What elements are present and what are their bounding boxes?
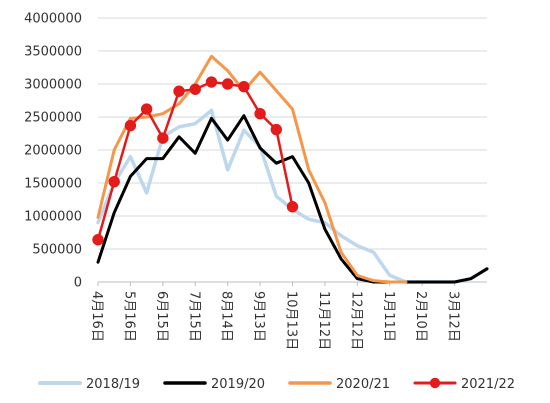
- series-2018-19: [96, 108, 489, 284]
- x-axis-ticks: 4月16日 5月16日 6月15日 7月15日 8月14日 9月13日 10月13日 11月1…: [89, 282, 461, 350]
- y-tick-label: 4000000: [24, 12, 82, 27]
- legend-marker: [429, 377, 441, 389]
- data-point: [108, 175, 120, 188]
- y-tick-label: 3500000: [24, 45, 82, 60]
- data-point: [173, 85, 185, 97]
- legend-item: 2020/21: [288, 377, 390, 392]
- y-axis-ticks: 0 500000 1000000 1500000 2000000 2500000 30000…: [24, 12, 82, 291]
- series-line: [96, 114, 489, 284]
- x-tick-label: 6月15日: [154, 291, 169, 342]
- x-tick-label: 1月11日: [381, 291, 396, 342]
- data-point: [286, 201, 299, 213]
- legend: 2018/19 2019/20 2020/21 2021/22: [38, 377, 515, 392]
- x-tick-label: 3月12日: [446, 291, 461, 342]
- y-tick-label: 1000000: [24, 210, 82, 225]
- y-tick-label: 0: [74, 276, 82, 291]
- data-point: [140, 103, 153, 115]
- legend-item: 2018/19: [38, 377, 140, 392]
- y-tick-label: 3000000: [24, 78, 82, 93]
- y-tick-label: 2000000: [24, 144, 82, 159]
- y-tick-label: 500000: [32, 243, 82, 258]
- data-point: [157, 132, 169, 144]
- gridlines: [98, 17, 487, 250]
- legend-item: 2021/22: [413, 377, 515, 392]
- series-2021-22: [92, 76, 299, 246]
- data-point: [189, 83, 201, 95]
- series-lines: [92, 54, 489, 284]
- x-tick-label: 12月12日: [348, 291, 363, 350]
- series-2019-20: [96, 114, 489, 284]
- data-point: [238, 80, 250, 93]
- y-tick-label: 1500000: [24, 177, 82, 192]
- y-tick-label: 2500000: [24, 111, 82, 126]
- data-point: [254, 108, 266, 120]
- legend-label: 2021/22: [461, 377, 515, 392]
- data-point: [92, 234, 104, 246]
- legend-label: 2019/20: [211, 377, 265, 392]
- x-tick-label: 7月15日: [186, 291, 201, 342]
- legend-label: 2020/21: [336, 377, 390, 392]
- x-tick-label: 5月16日: [121, 291, 136, 342]
- x-tick-label: 11月12日: [316, 291, 331, 350]
- legend-label: 2018/19: [86, 377, 140, 392]
- x-tick-label: 4月16日: [89, 291, 104, 342]
- x-tick-label: 9月13日: [251, 291, 266, 342]
- data-point: [124, 119, 137, 132]
- x-tick-label: 8月14日: [219, 291, 234, 342]
- series-line: [96, 108, 489, 284]
- data-point: [221, 78, 234, 90]
- data-point: [270, 123, 282, 136]
- legend-item: 2019/20: [163, 377, 265, 392]
- x-tick-label: 10月13日: [284, 291, 299, 350]
- x-tick-label: 2月10日: [413, 291, 428, 342]
- data-point: [205, 76, 218, 88]
